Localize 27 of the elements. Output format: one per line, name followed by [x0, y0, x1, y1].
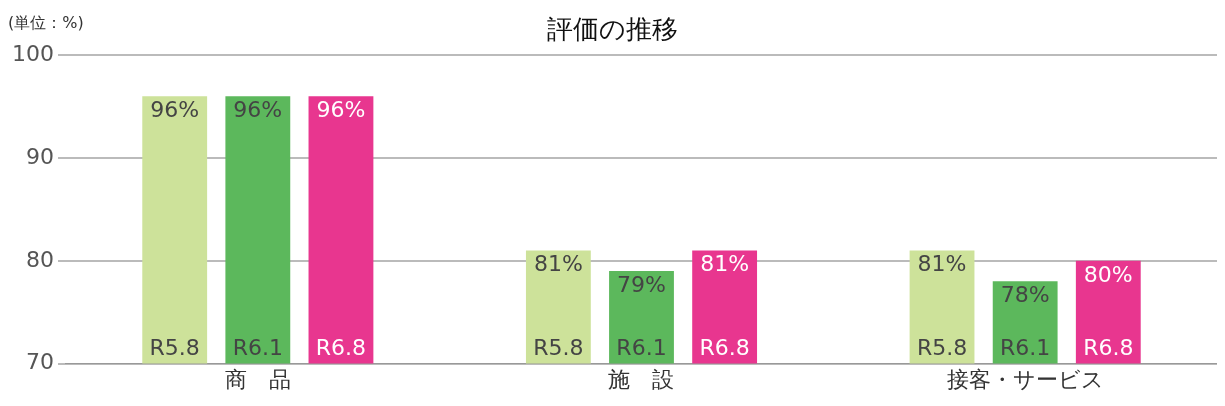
- data-label: 78%: [1000, 282, 1050, 308]
- text: R5.8: [149, 335, 200, 361]
- data-label: 96%: [316, 97, 366, 123]
- y-tick-label: 90: [25, 143, 54, 169]
- text: R6.1: [232, 335, 283, 361]
- x-tick-label: 施 設: [608, 366, 675, 392]
- text: R6.1: [1000, 335, 1051, 361]
- x-tick-label: 商 品: [224, 366, 291, 392]
- y-axis-title: (単位：%): [8, 13, 84, 33]
- data-label: 81%: [700, 251, 750, 277]
- text: R6.8: [699, 335, 750, 361]
- data-label: 81%: [533, 251, 583, 277]
- data-label: 79%: [617, 271, 666, 297]
- y-tick-label: 70: [25, 349, 54, 375]
- data-label: 80%: [1083, 261, 1133, 287]
- data-label: 96%: [150, 97, 200, 123]
- y-tick-label: 100: [11, 40, 54, 66]
- x-tick-label: 接客・サービス: [946, 366, 1104, 392]
- y-tick-label: 80: [25, 246, 54, 272]
- data-label: 96%: [233, 97, 283, 123]
- series-label: R6.8: [315, 335, 367, 361]
- text: R6.8: [1083, 335, 1134, 361]
- data-label: 81%: [917, 251, 967, 277]
- series-label: R6.1: [616, 335, 667, 361]
- series-label: R5.8: [533, 335, 584, 361]
- chart-title: 評価の推移: [547, 14, 678, 45]
- text: R5.8: [916, 335, 968, 361]
